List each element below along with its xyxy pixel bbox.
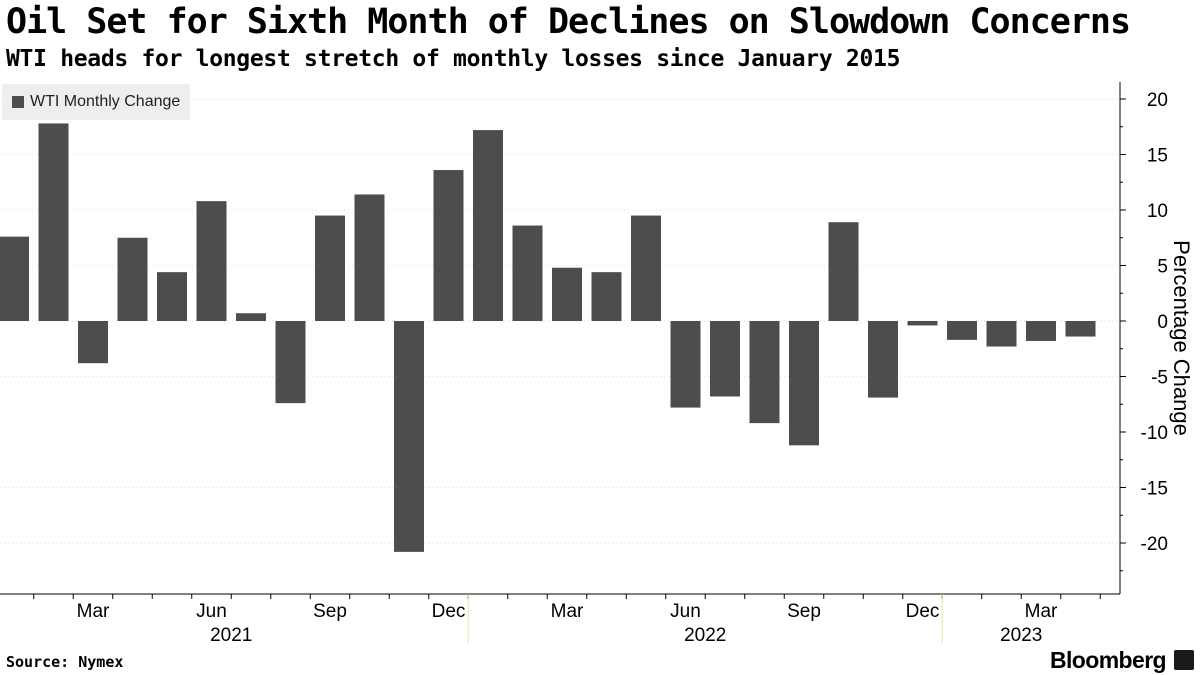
bar-2022-05 — [631, 215, 661, 321]
x-tick-label: Mar — [1025, 601, 1058, 622]
bar-2022-04 — [591, 272, 622, 321]
x-tick-label: Mar — [551, 601, 584, 622]
bar-2021-07 — [236, 313, 266, 321]
legend: WTI Monthly Change — [2, 84, 191, 120]
bloomberg-logo: Bloomberg — [1050, 647, 1167, 673]
bar-2023-01 — [947, 321, 977, 340]
bar-2023-02 — [986, 321, 1017, 347]
bar-2021-12 — [433, 170, 464, 321]
y-tick-label: -20 — [1141, 534, 1168, 555]
y-axis-label: Percentage Change — [1169, 240, 1194, 436]
bar-2022-02 — [512, 225, 543, 321]
bar-2021-01 — [0, 236, 29, 321]
bar-2021-11 — [394, 321, 424, 552]
x-tick-label: Sep — [313, 601, 347, 622]
x-tick-label: Dec — [432, 601, 466, 622]
y-tick-label: 0 — [1157, 312, 1168, 333]
bar-2021-03 — [78, 321, 108, 364]
x-tick-label: Dec — [906, 601, 940, 622]
bar-2021-08 — [275, 321, 306, 404]
bar-2022-10 — [828, 222, 859, 321]
bar-2021-04 — [117, 237, 148, 321]
bar-2023-03 — [1026, 321, 1056, 341]
x-tick-label: Mar — [77, 601, 110, 622]
bar-2022-09 — [789, 321, 819, 446]
bar-2021-09 — [315, 215, 345, 321]
bar-2022-03 — [552, 267, 582, 321]
y-tick-label: -5 — [1151, 368, 1168, 389]
bar-2023-04 — [1065, 321, 1096, 337]
x-tick-label: Sep — [787, 601, 821, 622]
bar-2021-02 — [38, 123, 69, 321]
year-label: 2023 — [1000, 625, 1042, 646]
y-tick-label: 10 — [1147, 201, 1168, 222]
y-tick-label: 5 — [1157, 257, 1168, 278]
chart-title: Oil Set for Sixth Month of Declines on S… — [6, 2, 1131, 42]
bar-2022-12 — [907, 321, 938, 326]
bloomberg-terminal-icon — [1174, 650, 1194, 670]
y-tick-label: -15 — [1141, 479, 1168, 500]
x-tick-label: Jun — [196, 601, 227, 622]
year-label: 2021 — [210, 625, 252, 646]
bar-2021-05 — [157, 272, 187, 321]
bar-2022-07 — [710, 321, 740, 397]
bar-2021-10 — [354, 194, 385, 321]
legend-swatch — [12, 96, 24, 108]
bar-2022-11 — [868, 321, 898, 398]
year-label: 2022 — [684, 625, 726, 646]
y-tick-label: -10 — [1141, 423, 1168, 444]
bar-2022-08 — [749, 321, 780, 424]
y-tick-label: 15 — [1147, 146, 1168, 167]
chart-subtitle: WTI heads for longest stretch of monthly… — [6, 46, 901, 72]
bar-2022-01 — [473, 130, 503, 321]
bar-2022-06 — [670, 321, 701, 408]
y-tick-label: 20 — [1147, 90, 1168, 111]
legend-label: WTI Monthly Change — [30, 93, 181, 110]
source-note: Source: Nymex — [6, 653, 124, 671]
x-tick-label: Jun — [670, 601, 701, 622]
bar-2021-06 — [196, 201, 227, 321]
